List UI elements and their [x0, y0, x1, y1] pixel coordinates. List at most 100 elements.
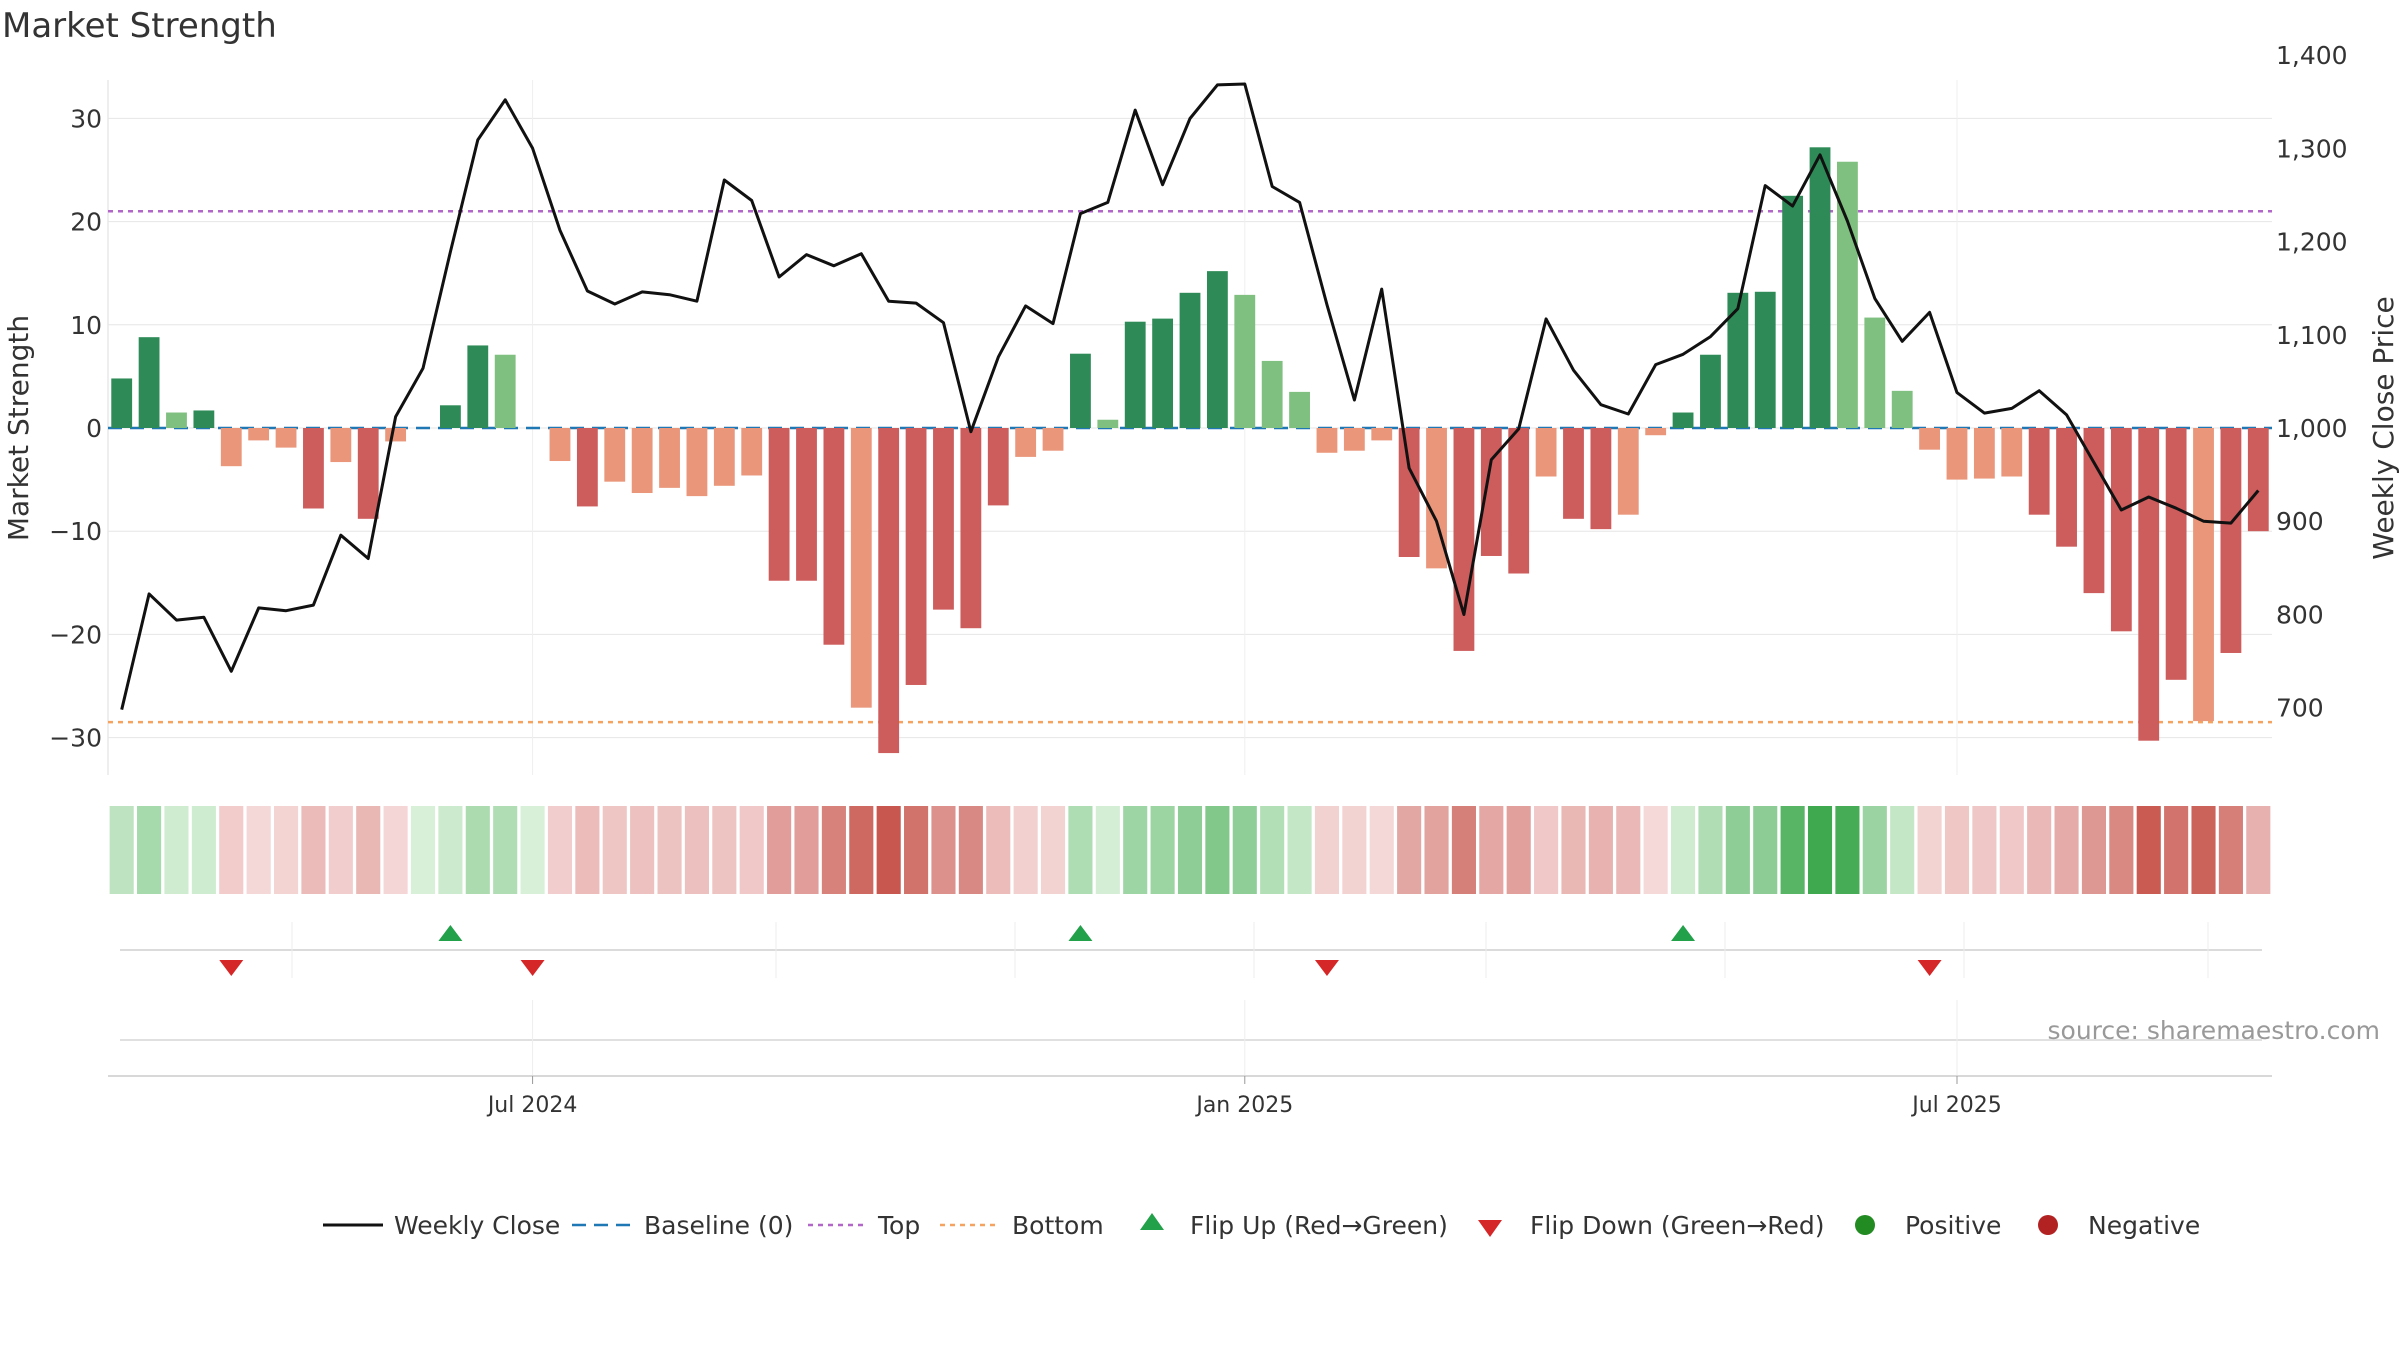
heat-cell: [410, 806, 436, 894]
strength-bar: [111, 378, 133, 428]
left-tick-label: 20: [70, 208, 102, 237]
strength-bar: [1973, 428, 1995, 479]
heat-cell: [547, 806, 573, 894]
flip-up-marker: [438, 925, 463, 941]
heat-cell: [1725, 806, 1750, 894]
legend-negative-swatch: [2038, 1215, 2058, 1235]
strength-bar: [1015, 428, 1037, 457]
strength-bar: [933, 428, 954, 610]
heat-cell: [684, 806, 709, 894]
strength-bar: [796, 428, 817, 581]
right-tick-label: 1,400: [2276, 41, 2348, 70]
right-tick-label: 700: [2276, 694, 2324, 723]
heat-cell: [465, 806, 490, 894]
strength-bar: [2193, 428, 2214, 722]
strength-bar: [1727, 292, 1749, 428]
heat-cell: [630, 806, 655, 894]
flip-down-marker: [1917, 960, 1942, 976]
heat-cell: [1944, 806, 1970, 894]
heat-cell: [1807, 806, 1833, 894]
strength-bar: [467, 345, 489, 428]
heat-cell: [273, 806, 299, 894]
flip-up-marker: [1671, 925, 1696, 941]
strength-bar: [1152, 318, 1174, 428]
heat-cell: [2109, 806, 2134, 894]
strength-bar: [2138, 428, 2160, 741]
legend-positive-swatch: [1855, 1215, 1875, 1235]
right-axis-label: Weekly Close Price: [2367, 296, 2400, 559]
left-tick-label: −10: [49, 517, 102, 546]
strength-bar: [2165, 428, 2187, 680]
heat-cell: [575, 806, 600, 894]
flip-down-marker: [520, 960, 545, 976]
strength-bar: [220, 428, 242, 467]
strength-bar: [1837, 161, 1858, 428]
legend-label: Weekly Close: [394, 1211, 560, 1240]
heat-cell: [1314, 806, 1340, 894]
left-tick-label: 10: [70, 311, 102, 340]
heat-cell: [383, 806, 408, 894]
heat-cell: [1451, 806, 1476, 894]
legend: Weekly Close Baseline (0) Top Bottom Flip Up…: [323, 1211, 2200, 1240]
strength-bar: [166, 412, 187, 428]
strength-bar: [1261, 360, 1283, 428]
strength-bar: [1124, 321, 1146, 428]
chart-title: Market Strength: [2, 6, 277, 46]
strength-bar: [1398, 428, 1420, 557]
strength-bar: [193, 410, 215, 428]
legend-label: Flip Down (Green→Red): [1530, 1211, 1825, 1240]
strength-bar: [439, 405, 461, 428]
heat-cell: [1753, 806, 1778, 894]
heat-cell: [1013, 806, 1038, 894]
right-tick-label: 1,100: [2276, 321, 2348, 350]
strength-bar: [385, 428, 407, 442]
heat-cell: [1506, 806, 1531, 894]
heat-cell: [1972, 806, 1997, 894]
legend-flip-up-swatch: [1140, 1213, 1164, 1230]
right-tick-label: 800: [2276, 600, 2324, 629]
strength-bar: [850, 428, 872, 708]
weekly-close-polyline: [120, 82, 2260, 710]
legend-label: Bottom: [1012, 1211, 1104, 1240]
weekly-close-line: [120, 82, 2260, 710]
heat-cell: [1397, 806, 1422, 894]
strength-bar: [1042, 428, 1064, 451]
strength-bar: [1179, 292, 1201, 428]
strength-bar: [248, 428, 270, 441]
heat-cell: [986, 806, 1011, 894]
strength-bar: [2110, 428, 2132, 632]
heat-cell: [1123, 806, 1148, 894]
flip-down-marker: [219, 960, 244, 976]
strength-bar: [1426, 428, 1447, 569]
source-note: source: sharemaestro.com: [2048, 1016, 2381, 1045]
left-tick-label: −30: [49, 724, 102, 753]
heat-cell: [1835, 806, 1860, 894]
heat-cell: [137, 806, 162, 894]
x-axis: Jul 2024 Jan 2025 Jul 2025: [108, 1075, 2272, 1118]
heat-cell: [164, 806, 189, 894]
strength-bar: [1617, 428, 1639, 515]
heat-cell: [520, 806, 545, 894]
heat-cell: [1342, 806, 1367, 894]
strength-bar: [1371, 428, 1393, 441]
legend-label: Flip Up (Red→Green): [1190, 1211, 1448, 1240]
heat-cell: [1068, 806, 1093, 894]
strength-bar: [1919, 428, 1941, 450]
heat-cell: [1205, 806, 1230, 894]
heat-cell: [767, 806, 792, 894]
heat-cell: [849, 806, 874, 894]
strength-bar: [1535, 428, 1557, 477]
strength-bar: [549, 428, 571, 462]
strength-bar: [1946, 428, 1968, 480]
legend-label: Baseline (0): [644, 1211, 793, 1240]
heat-cell: [739, 806, 764, 894]
strength-bar: [2001, 428, 2023, 477]
heat-cell: [191, 806, 216, 894]
strength-bar: [905, 428, 927, 685]
strength-bar: [878, 428, 900, 754]
strength-bar: [1645, 428, 1667, 436]
right-tick-label: 1,000: [2276, 414, 2348, 443]
heat-cell: [1999, 806, 2024, 894]
strength-bar: [1891, 390, 1913, 428]
heat-cell: [1862, 806, 1887, 894]
